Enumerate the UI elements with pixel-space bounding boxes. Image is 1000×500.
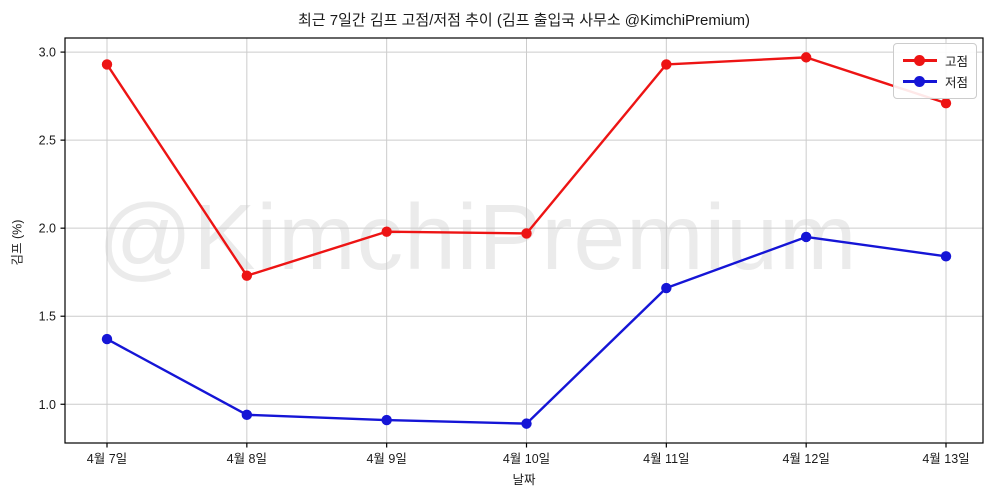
- x-tick-label: 4월 11일: [643, 452, 689, 466]
- axes-spines: [64, 37, 984, 444]
- data-point-high: [381, 226, 392, 237]
- data-point-low: [661, 282, 672, 294]
- data-point-low: [241, 409, 253, 421]
- y-tick-label: 1.5: [39, 310, 56, 324]
- legend-line-high: [903, 55, 937, 66]
- data-point-low: [521, 418, 532, 429]
- data-point-low: [940, 251, 952, 262]
- legend-label-low: 저점: [945, 76, 969, 90]
- y-axis-label: 김프 (%): [10, 219, 25, 266]
- legend-marker-low-icon: [914, 76, 925, 87]
- legend-marker-high-icon: [914, 55, 925, 66]
- chart-title: 최근 7일간 김프 고점/저점 추이 (김프 출입국 사무소 @KimchiPr…: [297, 12, 751, 29]
- axis-ticks: 4월 7일 4월 8일 4월 9일 4월 10일 4월 11일 4월 12일 4월 13일 1…: [39, 46, 970, 466]
- y-tick-label: 1.0: [39, 398, 56, 412]
- legend-item-low: 저점: [903, 71, 968, 92]
- gridlines: [65, 38, 983, 443]
- y-tick-label: 2.0: [39, 222, 56, 236]
- legend: 고점 저점: [893, 43, 977, 99]
- data-point-low: [800, 231, 812, 243]
- x-tick-label: 4월 9일: [366, 452, 406, 466]
- data-point-high: [101, 59, 113, 70]
- data-point-high: [661, 59, 672, 70]
- data-point-high: [800, 52, 812, 63]
- data-point-low: [101, 333, 113, 345]
- series-low: [101, 231, 952, 429]
- legend-item-high: 고점: [903, 50, 968, 71]
- data-point-low: [381, 414, 392, 426]
- data-point-high: [241, 270, 253, 281]
- x-tick-label: 4월 7일: [87, 452, 127, 466]
- x-tick-label: 4월 12일: [782, 452, 829, 466]
- x-tick-label: 4월 10일: [503, 452, 550, 466]
- x-tick-label: 4월 13일: [922, 452, 969, 466]
- data-point-high: [521, 228, 532, 239]
- series-high: [101, 52, 952, 281]
- x-axis-label: 날짜: [512, 473, 536, 487]
- y-tick-label: 3.0: [39, 46, 56, 60]
- x-tick-label: 4월 8일: [227, 452, 267, 466]
- legend-line-low: [903, 76, 937, 87]
- watermark-text: @KimchiPremium: [98, 185, 858, 289]
- legend-label-high: 고점: [945, 55, 969, 69]
- data-point-high: [940, 97, 952, 109]
- y-tick-label: 2.5: [39, 134, 56, 148]
